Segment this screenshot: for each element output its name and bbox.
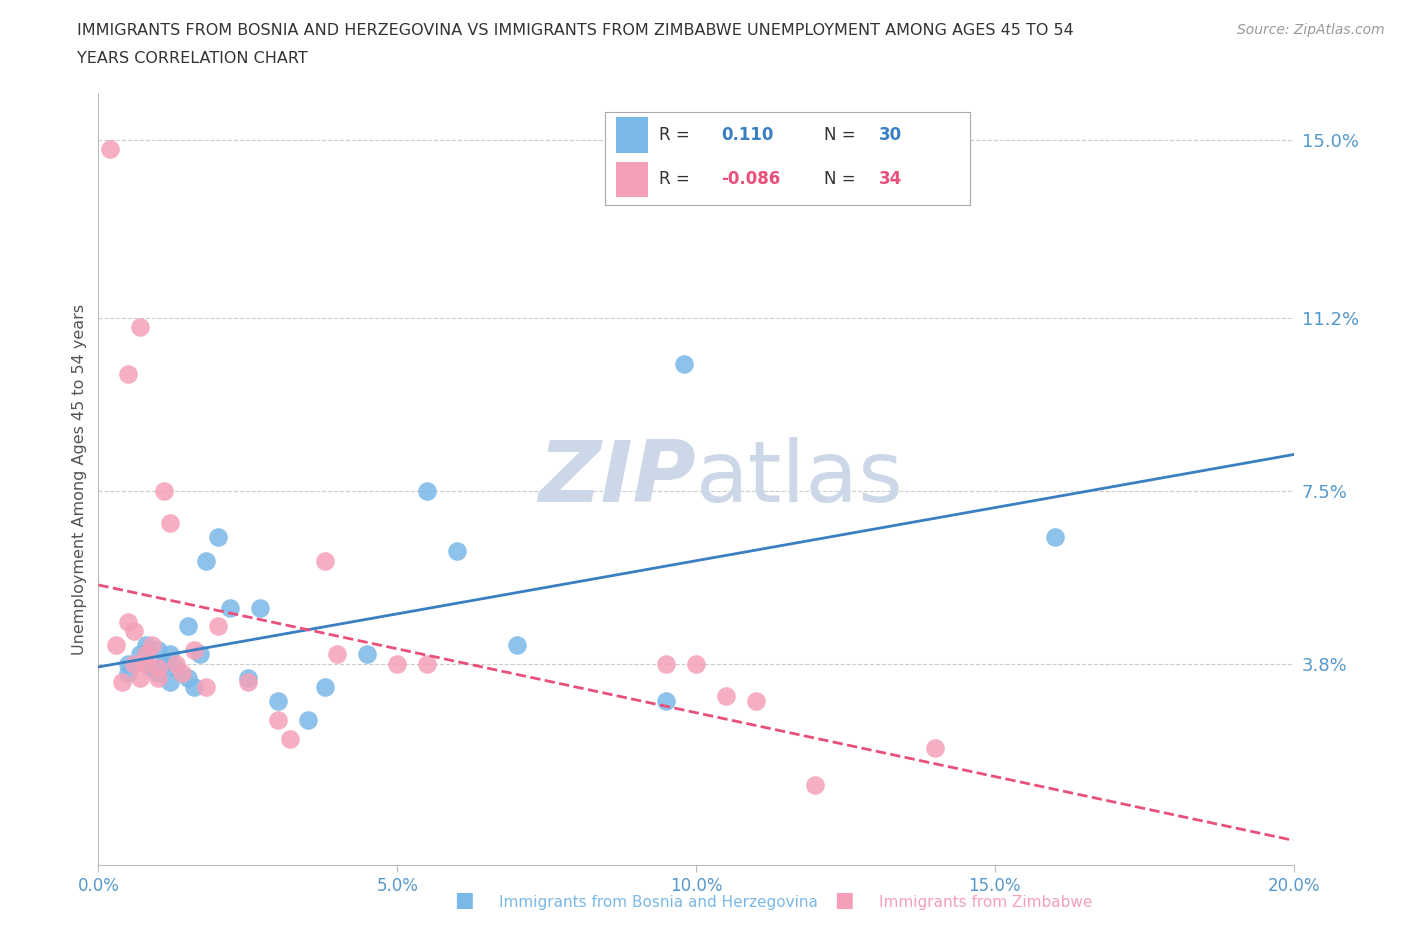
Point <box>159 516 181 531</box>
Point <box>141 638 163 653</box>
Point <box>159 647 181 662</box>
Point <box>297 712 319 727</box>
Point <box>267 694 290 709</box>
Text: Immigrants from Bosnia and Herzegovina: Immigrants from Bosnia and Herzegovina <box>499 895 818 910</box>
Point <box>685 657 707 671</box>
Point <box>165 661 187 676</box>
Point <box>117 614 139 629</box>
Text: 0.110: 0.110 <box>721 126 773 144</box>
Point <box>195 680 218 695</box>
Point <box>111 675 134 690</box>
Point <box>135 657 157 671</box>
Point <box>159 675 181 690</box>
Point <box>655 694 678 709</box>
Point <box>655 657 678 671</box>
Point <box>124 657 146 671</box>
Point <box>177 671 200 685</box>
Point <box>148 643 170 658</box>
Point <box>177 618 200 633</box>
Point <box>135 638 157 653</box>
Point <box>236 675 259 690</box>
Text: R =: R = <box>659 126 690 144</box>
Text: Source: ZipAtlas.com: Source: ZipAtlas.com <box>1237 23 1385 37</box>
Text: ZIP: ZIP <box>538 437 696 521</box>
Point <box>129 647 152 662</box>
Text: atlas: atlas <box>696 437 904 521</box>
Point <box>153 484 176 498</box>
Point <box>673 357 696 372</box>
Text: 30: 30 <box>879 126 901 144</box>
Point <box>267 712 290 727</box>
Point <box>148 671 170 685</box>
Point <box>165 657 187 671</box>
Point <box>135 647 157 662</box>
Point <box>745 694 768 709</box>
Y-axis label: Unemployment Among Ages 45 to 54 years: Unemployment Among Ages 45 to 54 years <box>72 303 87 655</box>
Point <box>183 643 205 658</box>
Point <box>249 600 271 615</box>
Point <box>183 680 205 695</box>
Point <box>315 553 337 568</box>
Text: N =: N = <box>824 170 855 189</box>
Point <box>924 740 946 755</box>
Text: Immigrants from Zimbabwe: Immigrants from Zimbabwe <box>879 895 1092 910</box>
Point <box>1043 530 1066 545</box>
Bar <box>616 162 648 197</box>
Point <box>416 657 439 671</box>
Point <box>219 600 242 615</box>
Point <box>148 661 170 676</box>
Point <box>129 320 152 335</box>
Text: R =: R = <box>659 170 690 189</box>
Point <box>804 777 827 792</box>
Point <box>124 623 146 638</box>
Point <box>105 638 128 653</box>
Point <box>315 680 337 695</box>
Text: ■: ■ <box>834 889 853 910</box>
Point <box>385 657 409 671</box>
Bar <box>616 117 648 153</box>
Point <box>117 366 139 381</box>
Point <box>148 666 170 681</box>
Point <box>117 657 139 671</box>
Point <box>326 647 349 662</box>
Text: ■: ■ <box>454 889 474 910</box>
Point <box>188 647 211 662</box>
Text: IMMIGRANTS FROM BOSNIA AND HERZEGOVINA VS IMMIGRANTS FROM ZIMBABWE UNEMPLOYMENT : IMMIGRANTS FROM BOSNIA AND HERZEGOVINA V… <box>77 23 1074 38</box>
Point <box>714 689 737 704</box>
Point <box>416 484 439 498</box>
Point <box>446 544 468 559</box>
Point <box>207 618 229 633</box>
Point <box>236 671 259 685</box>
Text: N =: N = <box>824 126 855 144</box>
Point <box>153 657 176 671</box>
Point <box>506 638 529 653</box>
Point <box>141 661 163 676</box>
Point <box>172 666 194 681</box>
Point <box>129 671 152 685</box>
Point <box>278 731 301 746</box>
Point <box>117 666 139 681</box>
Text: -0.086: -0.086 <box>721 170 780 189</box>
Point <box>98 141 122 156</box>
Text: YEARS CORRELATION CHART: YEARS CORRELATION CHART <box>77 51 308 66</box>
Point <box>356 647 378 662</box>
Text: 34: 34 <box>879 170 903 189</box>
Point <box>207 530 229 545</box>
Point <box>195 553 218 568</box>
